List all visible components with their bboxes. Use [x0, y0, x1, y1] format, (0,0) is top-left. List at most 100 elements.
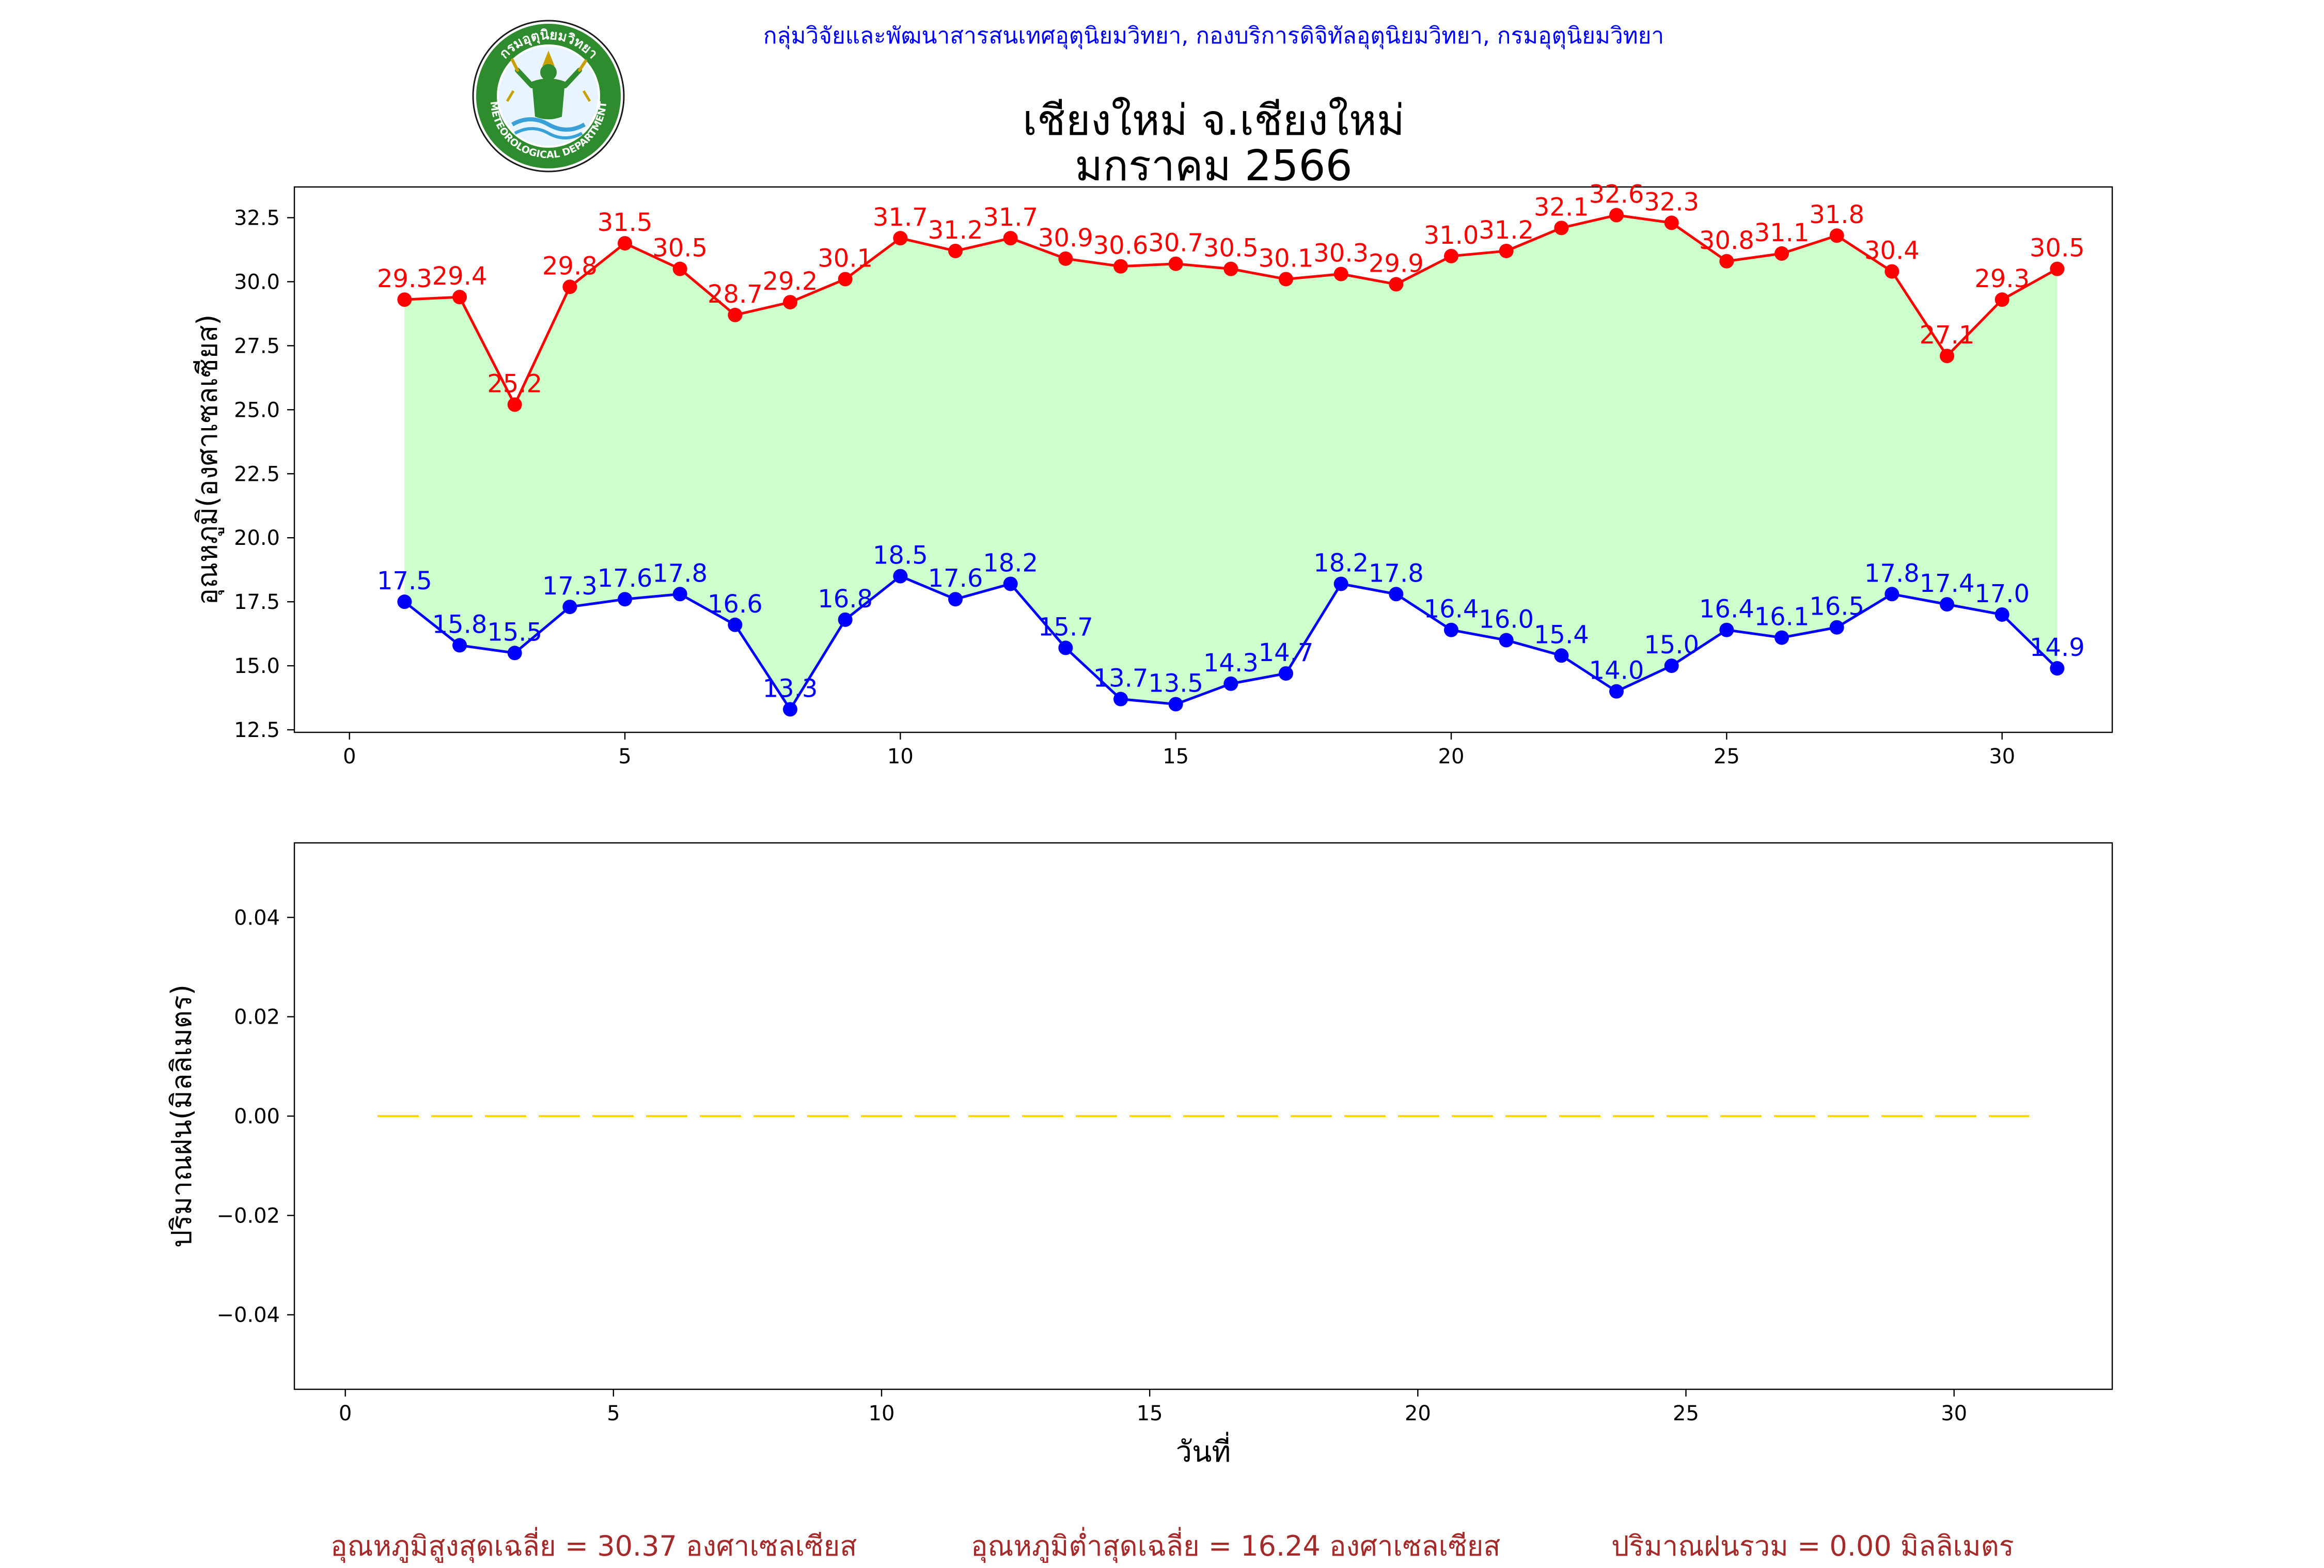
min-data-label: 17.4 [1920, 569, 1975, 598]
y-tick-label: −0.02 [216, 1204, 280, 1228]
min-data-point [1775, 630, 1789, 645]
min-data-point [893, 569, 908, 584]
min-data-label: 18.2 [1313, 548, 1369, 577]
max-data-point [1775, 246, 1789, 261]
max-data-point [452, 290, 467, 305]
min-data-label: 17.3 [542, 572, 598, 601]
max-data-label: 29.3 [1974, 264, 2030, 293]
max-data-label: 30.5 [1203, 234, 1259, 263]
min-data-point [1444, 622, 1458, 637]
min-data-point [1940, 597, 1954, 612]
max-data-point [1940, 349, 1954, 364]
min-data-label: 17.8 [652, 559, 708, 588]
min-data-point [1333, 576, 1348, 591]
max-data-point [562, 279, 577, 294]
y-tick-label: 20.0 [234, 526, 280, 550]
max-data-point [2050, 261, 2065, 276]
max-data-point [1609, 208, 1624, 223]
min-data-point [1885, 587, 1899, 602]
max-data-label: 31.2 [928, 216, 983, 245]
y-tick-label: 22.5 [234, 462, 280, 486]
temperature-panel: 0 5 10 15 20 25 30 12.5 15.0 17.5 20.0 22.5 25.0 27.5… [191, 180, 2113, 769]
y-tick-label: −0.04 [216, 1304, 280, 1327]
min-data-label: 15.8 [432, 610, 488, 639]
max-data-label: 27.1 [1920, 321, 1975, 350]
max-data-label: 30.1 [1259, 244, 1314, 273]
x-tick-label: 25 [1673, 1402, 1699, 1425]
x-tick-label: 10 [887, 745, 914, 769]
max-data-label: 29.4 [432, 262, 488, 291]
min-data-point [618, 592, 632, 607]
y-tick-label: 0.04 [234, 906, 280, 930]
min-data-point [948, 592, 963, 607]
max-data-point [397, 292, 412, 307]
footer-rain-total: ปริมาณฝนรวม = 0.00 มิลลิเมตร [1611, 1530, 2014, 1562]
organization-line: กลุ่มวิจัยและพัฒนาสารสนเทศอุตุนิยมวิทยา,… [763, 23, 1665, 49]
max-data-point [893, 231, 908, 246]
max-data-label: 31.2 [1479, 216, 1534, 245]
min-data-label: 17.0 [1974, 579, 2030, 608]
x-tick-label: 5 [618, 745, 631, 769]
y-axis-label: ปริมาณฝน(มิลลิเมตร) [165, 984, 198, 1248]
max-data-point [1113, 259, 1128, 274]
max-data-point [1444, 248, 1458, 263]
max-data-point [1829, 228, 1844, 243]
min-data-label: 17.6 [598, 564, 653, 593]
max-data-label: 30.1 [818, 244, 873, 273]
min-data-label: 16.4 [1424, 595, 1479, 624]
footer-avg-min: อุณหภูมิต่ำสุดเฉลี่ย = 16.24 องศาเซลเซีย… [971, 1530, 1501, 1562]
x-tick-label: 30 [1941, 1402, 1967, 1425]
max-data-point [1279, 272, 1293, 287]
y-tick-label: 32.5 [234, 206, 280, 230]
max-data-label: 30.3 [1313, 239, 1369, 268]
max-data-label: 30.9 [1038, 224, 1093, 253]
x-tick-label: 30 [1989, 745, 2015, 769]
max-data-point [1885, 264, 1899, 279]
max-data-point [783, 295, 797, 310]
min-data-point [1554, 648, 1569, 663]
max-data-label: 30.7 [1148, 229, 1203, 258]
max-data-point [1389, 277, 1404, 292]
chart-title-month: มกราคม 2566 [1075, 142, 1353, 191]
y-tick-label: 15.0 [234, 654, 280, 678]
x-tick-label: 25 [1714, 745, 1740, 769]
min-data-label: 16.8 [818, 585, 873, 614]
y-tick-label: 27.5 [234, 334, 280, 358]
max-data-label: 32.3 [1644, 187, 1699, 216]
min-data-label: 16.0 [1479, 605, 1534, 634]
max-data-label: 31.1 [1754, 218, 1810, 247]
y-tick-label: 0.02 [234, 1006, 280, 1029]
max-data-label: 29.3 [377, 264, 432, 293]
min-data-label: 13.5 [1148, 669, 1203, 698]
min-data-point [397, 594, 412, 609]
max-data-point [1058, 251, 1073, 266]
max-data-label: 30.6 [1093, 231, 1149, 260]
min-data-point [1664, 658, 1679, 673]
x-tick-label: 10 [869, 1402, 895, 1425]
min-data-point [1168, 697, 1183, 712]
min-data-point [1829, 620, 1844, 635]
max-data-label: 31.8 [1809, 200, 1864, 229]
min-data-label: 14.9 [2030, 633, 2085, 662]
max-data-point [1223, 261, 1238, 276]
min-data-point [2050, 661, 2065, 676]
min-data-point [838, 612, 853, 627]
min-data-point [562, 600, 577, 615]
max-data-label: 31.7 [873, 203, 928, 232]
y-tick-label: 30.0 [234, 270, 280, 294]
min-data-point [1389, 587, 1404, 602]
min-data-point [452, 638, 467, 653]
y-tick-label: 17.5 [234, 590, 280, 614]
min-data-label: 14.0 [1589, 656, 1644, 685]
temperature-range-fill [404, 215, 2058, 710]
min-data-label: 15.4 [1534, 620, 1589, 649]
min-data-point [1499, 633, 1514, 648]
min-data-label: 18.2 [983, 548, 1038, 577]
min-data-label: 16.6 [708, 590, 763, 619]
min-data-label: 14.7 [1259, 638, 1314, 667]
x-tick-label: 0 [339, 1402, 352, 1425]
min-data-point [1058, 640, 1073, 655]
x-tick-label: 20 [1405, 1402, 1431, 1425]
